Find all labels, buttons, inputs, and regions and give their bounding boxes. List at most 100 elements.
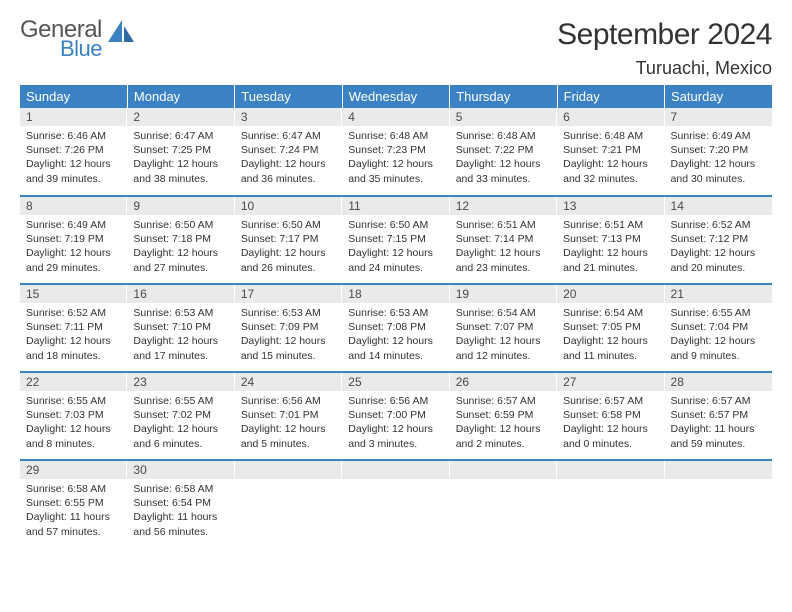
day-cell: 21 Sunrise: 6:55 AMSunset: 7:04 PMDayligh…	[665, 284, 772, 372]
sunset-line: Sunset: 7:12 PM	[671, 232, 768, 246]
day-number: 19	[450, 285, 557, 303]
daylight-line-1: Daylight: 12 hours	[671, 334, 768, 348]
daylight-line-2: and 39 minutes.	[26, 172, 123, 186]
day-details: Sunrise: 6:49 AMSunset: 7:19 PMDaylight:…	[20, 215, 127, 279]
day-cell: 27Sunrise: 6:57 AMSunset: 6:58 PMDayligh…	[557, 372, 664, 460]
day-number: 21	[665, 285, 772, 303]
day-details: Sunrise: 6:58 AMSunset: 6:54 PMDaylight:…	[127, 479, 234, 543]
day-number: 1	[20, 108, 127, 126]
empty-day-header	[450, 461, 557, 479]
day-cell: 20Sunrise: 6:54 AMSunset: 7:05 PMDayligh…	[557, 284, 664, 372]
daylight-line-1: Daylight: 12 hours	[456, 334, 553, 348]
sunrise-line: Sunrise: 6:57 AM	[563, 394, 660, 408]
daylight-line-2: and 24 minutes.	[348, 261, 445, 275]
day-details: Sunrise: 6:55 AMSunset: 7:03 PMDaylight:…	[20, 391, 127, 455]
sunset-line: Sunset: 6:55 PM	[26, 496, 123, 510]
daylight-line-1: Daylight: 12 hours	[241, 246, 338, 260]
daylight-line-2: and 0 minutes.	[563, 437, 660, 451]
empty-day-header	[557, 461, 664, 479]
sunrise-line: Sunrise: 6:48 AM	[563, 129, 660, 143]
location-label: Turuachi, Mexico	[557, 58, 772, 79]
day-details: Sunrise: 6:57 AMSunset: 6:57 PMDaylight:…	[665, 391, 772, 455]
brand-part2: Blue	[60, 38, 102, 60]
day-details: Sunrise: 6:48 AMSunset: 7:23 PMDaylight:…	[342, 126, 449, 190]
sunrise-line: Sunrise: 6:53 AM	[133, 306, 230, 320]
daylight-line-1: Daylight: 12 hours	[348, 334, 445, 348]
sunset-line: Sunset: 7:18 PM	[133, 232, 230, 246]
day-details: Sunrise: 6:53 AMSunset: 7:09 PMDaylight:…	[235, 303, 342, 367]
day-details: Sunrise: 6:54 AMSunset: 7:07 PMDaylight:…	[450, 303, 557, 367]
sunrise-line: Sunrise: 6:57 AM	[671, 394, 768, 408]
sunset-line: Sunset: 7:22 PM	[456, 143, 553, 157]
page-header: General Blue September 2024 Turuachi, Me…	[20, 18, 772, 79]
daylight-line-1: Daylight: 12 hours	[348, 157, 445, 171]
day-cell: 26Sunrise: 6:57 AMSunset: 6:59 PMDayligh…	[450, 372, 557, 460]
sunset-line: Sunset: 6:54 PM	[133, 496, 230, 510]
day-cell: 5Sunrise: 6:48 AMSunset: 7:22 PMDaylight…	[450, 108, 557, 196]
daylight-line-1: Daylight: 12 hours	[348, 246, 445, 260]
sunrise-line: Sunrise: 6:47 AM	[241, 129, 338, 143]
day-cell	[557, 460, 664, 548]
sunrise-line: Sunrise: 6:58 AM	[133, 482, 230, 496]
day-cell: 29Sunrise: 6:58 AMSunset: 6:55 PMDayligh…	[20, 460, 127, 548]
sunset-line: Sunset: 7:13 PM	[563, 232, 660, 246]
day-cell	[342, 460, 449, 548]
day-number: 8	[20, 197, 127, 215]
day-cell: 17Sunrise: 6:53 AMSunset: 7:09 PMDayligh…	[235, 284, 342, 372]
sunrise-line: Sunrise: 6:56 AM	[348, 394, 445, 408]
daylight-line-1: Daylight: 12 hours	[26, 246, 123, 260]
daylight-line-1: Daylight: 12 hours	[26, 334, 123, 348]
daylight-line-1: Daylight: 12 hours	[456, 157, 553, 171]
day-details: Sunrise: 6:56 AMSunset: 7:00 PMDaylight:…	[342, 391, 449, 455]
day-cell: 10Sunrise: 6:50 AMSunset: 7:17 PMDayligh…	[235, 196, 342, 284]
sunset-line: Sunset: 7:05 PM	[563, 320, 660, 334]
day-number: 11	[342, 197, 449, 215]
sunrise-line: Sunrise: 6:46 AM	[26, 129, 123, 143]
sunrise-line: Sunrise: 6:53 AM	[241, 306, 338, 320]
daylight-line-1: Daylight: 12 hours	[671, 157, 768, 171]
day-number: 15	[20, 285, 127, 303]
day-cell: 22Sunrise: 6:55 AMSunset: 7:03 PMDayligh…	[20, 372, 127, 460]
day-number: 18	[342, 285, 449, 303]
daylight-line-1: Daylight: 12 hours	[26, 157, 123, 171]
sunset-line: Sunset: 7:23 PM	[348, 143, 445, 157]
daylight-line-2: and 8 minutes.	[26, 437, 123, 451]
day-cell: 23Sunrise: 6:55 AMSunset: 7:02 PMDayligh…	[127, 372, 234, 460]
daylight-line-2: and 35 minutes.	[348, 172, 445, 186]
sunrise-line: Sunrise: 6:51 AM	[456, 218, 553, 232]
daylight-line-1: Daylight: 12 hours	[348, 422, 445, 436]
day-number: 27	[557, 373, 664, 391]
day-number: 23	[127, 373, 234, 391]
day-details: Sunrise: 6:49 AMSunset: 7:20 PMDaylight:…	[665, 126, 772, 190]
day-number: 25	[342, 373, 449, 391]
daylight-line-2: and 56 minutes.	[133, 525, 230, 539]
dow-wednesday: Wednesday	[342, 85, 449, 108]
brand-text: General Blue	[20, 18, 102, 60]
day-cell: 8Sunrise: 6:49 AMSunset: 7:19 PMDaylight…	[20, 196, 127, 284]
day-number: 3	[235, 108, 342, 126]
daylight-line-2: and 5 minutes.	[241, 437, 338, 451]
day-number: 14	[665, 197, 772, 215]
daylight-line-2: and 38 minutes.	[133, 172, 230, 186]
sunset-line: Sunset: 7:26 PM	[26, 143, 123, 157]
month-title: September 2024	[557, 18, 772, 52]
daylight-line-2: and 57 minutes.	[26, 525, 123, 539]
sunset-line: Sunset: 7:04 PM	[671, 320, 768, 334]
day-number: 13	[557, 197, 664, 215]
calendar-week: 29Sunrise: 6:58 AMSunset: 6:55 PMDayligh…	[20, 460, 772, 548]
day-cell: 7Sunrise: 6:49 AMSunset: 7:20 PMDaylight…	[665, 108, 772, 196]
sunset-line: Sunset: 7:03 PM	[26, 408, 123, 422]
day-number: 10	[235, 197, 342, 215]
sunset-line: Sunset: 7:09 PM	[241, 320, 338, 334]
day-details: Sunrise: 6:53 AMSunset: 7:10 PMDaylight:…	[127, 303, 234, 367]
sunset-line: Sunset: 7:02 PM	[133, 408, 230, 422]
day-number: 17	[235, 285, 342, 303]
daylight-line-2: and 6 minutes.	[133, 437, 230, 451]
sunset-line: Sunset: 7:10 PM	[133, 320, 230, 334]
sunset-line: Sunset: 7:01 PM	[241, 408, 338, 422]
sunrise-line: Sunrise: 6:54 AM	[563, 306, 660, 320]
day-cell: 28Sunrise: 6:57 AMSunset: 6:57 PMDayligh…	[665, 372, 772, 460]
daylight-line-1: Daylight: 12 hours	[241, 422, 338, 436]
sunrise-line: Sunrise: 6:55 AM	[671, 306, 768, 320]
daylight-line-2: and 18 minutes.	[26, 349, 123, 363]
